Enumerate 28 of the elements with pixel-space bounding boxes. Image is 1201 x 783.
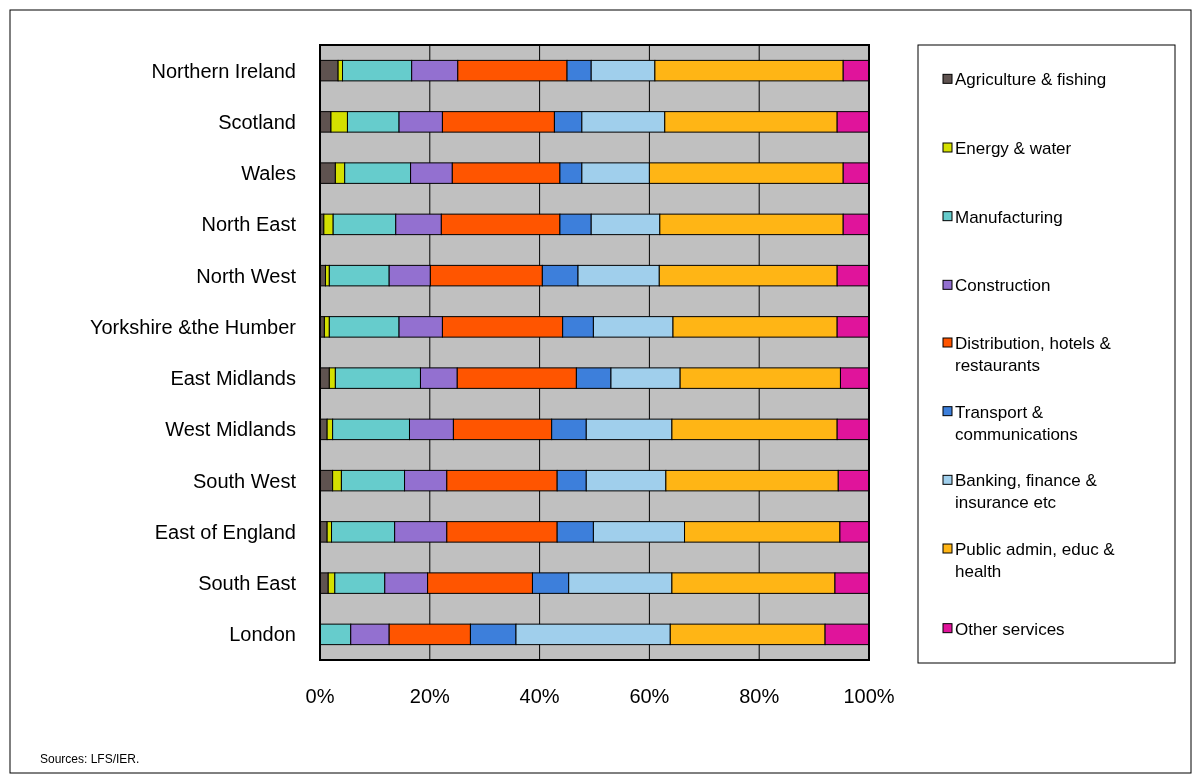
legend-label: Public admin, educ & health: [955, 539, 1116, 581]
y-tick-label: East of England: [154, 520, 296, 543]
y-tick-label: South West: [192, 469, 297, 492]
legend-label: Agriculture & fishing: [955, 70, 1107, 90]
x-tick-label: 100%: [843, 685, 895, 707]
y-tick-label: South East: [198, 572, 297, 595]
y-tick-label: Wales: [241, 162, 296, 185]
x-tick-label: 80%: [739, 685, 780, 707]
x-tick-label: 20%: [409, 685, 451, 707]
x-tick-label: 60%: [629, 685, 670, 707]
legend-label: Manufacturing: [955, 207, 1063, 227]
legend-label: Banking, finance & insurance etc: [955, 471, 1098, 513]
legend-label: Other services: [955, 619, 1065, 639]
y-tick-label: East Midlands: [170, 367, 296, 390]
y-tick-label: Yorkshire &the Humber: [89, 315, 297, 338]
y-tick-label: London: [229, 623, 296, 646]
source-note: Sources: LFS/IER.: [40, 752, 140, 766]
legend-label: Energy & water: [955, 138, 1072, 158]
y-tick-label: West Midlands: [165, 418, 296, 441]
legend-label: Distribution, hotels & restaurants: [955, 333, 1112, 375]
y-tick-label: Scotland: [218, 110, 296, 133]
legend-label: Construction: [955, 276, 1051, 296]
legend-label: Transport & communications: [955, 402, 1078, 444]
y-tick-label: North East: [201, 213, 297, 236]
y-tick-label: North West: [196, 264, 297, 287]
x-tick-label: 40%: [519, 685, 560, 707]
x-tick-label: 0%: [305, 685, 335, 707]
y-tick-label: Northern Ireland: [151, 59, 296, 82]
